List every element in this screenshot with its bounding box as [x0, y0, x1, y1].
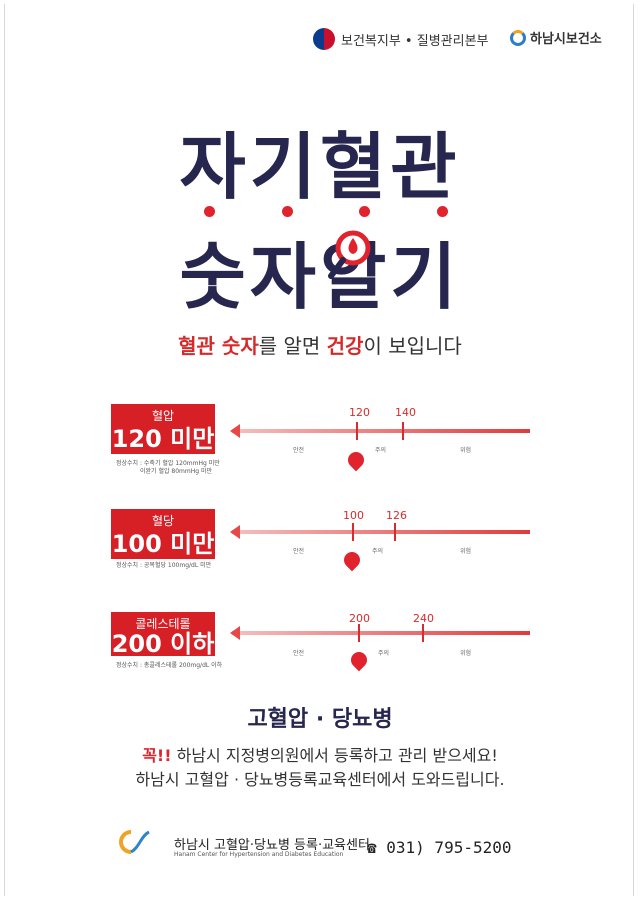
center-name-english: Hanam Center for Hypertension and Diabet…: [174, 851, 344, 858]
indicator-note-line: 정상수치 : 수축기 혈압 120mmHg 미만: [116, 460, 220, 467]
indicator-note: 정상수치 : 수축기 혈압 120mmHg 미만 이완기 혈압 80mmHg 미…: [116, 460, 236, 476]
range-tick: [394, 523, 396, 541]
blood-drop-icon: [340, 548, 364, 572]
indicator-row-cholesterol: 콜레스테롤 200 이하 정상수치 : 총콜레스테롤 200mg/dL 이하 2…: [0, 612, 640, 712]
indicator-label: 혈당: [151, 514, 175, 528]
subtitle-highlight: 건강: [326, 334, 364, 358]
zone-label: 주의: [375, 447, 387, 454]
hanam-emblem-icon: [510, 29, 526, 46]
zone-label: 안전: [293, 650, 305, 657]
zone-label: 주의: [378, 650, 390, 657]
indicator-note-line: 정상수치 : 공복혈당 100mg/dL 미만: [116, 562, 212, 569]
mohw-logo: 보건복지부 • 질병관리본부: [313, 28, 489, 50]
zone-label: 주의: [372, 548, 384, 555]
range-tick: [422, 624, 424, 642]
title-dot: [282, 206, 293, 217]
tick-label: 126: [386, 509, 407, 522]
indicator-badge: 혈압 120 미만: [111, 404, 215, 454]
taegeuk-icon: [313, 28, 335, 50]
indicator-label: 혈압: [151, 409, 175, 423]
arrow-left-icon: [230, 525, 240, 539]
subtitle-text: 이 보입니다: [363, 334, 462, 358]
tick-label: 140: [395, 406, 416, 419]
tick-label: 100: [343, 509, 364, 522]
indicator-label: 콜레스테롤: [135, 617, 191, 631]
tick-label: 120: [349, 406, 370, 419]
title-line1: 자기혈관: [179, 125, 461, 209]
zone-label: 안전: [293, 447, 305, 454]
subtitle: 혈관 숫자를 알면 건강이 보입니다: [0, 330, 640, 359]
hanam-label: 하남시보건소: [530, 32, 602, 47]
indicator-note-line: 정상수치 : 총콜레스테롤 200mg/dL 이하: [116, 662, 223, 669]
indicator-row-blood-sugar: 혈당 100 미만 정상수치 : 공복혈당 100mg/dL 미만 100 12…: [0, 509, 640, 609]
range-tick: [402, 422, 404, 440]
indicator-note-line: 이완기 혈압 80mmHg 미만: [140, 468, 213, 475]
range-tick: [356, 422, 358, 440]
blood-drop-icon: [344, 448, 368, 472]
range-bar: [230, 422, 530, 440]
message-line1: 꼭!! 하남시 지정병의원에서 등록하고 관리 받으세요!: [0, 742, 640, 766]
magnifier-icon: [328, 230, 371, 279]
blood-drop-icon: [347, 648, 371, 672]
center-name: 하남시 고혈압·당뇨병 등록·교육센터: [174, 838, 370, 853]
indicator-value: 100 미만: [111, 530, 215, 558]
phone-number: ☎ 031) 795-5200: [367, 838, 512, 857]
range-tick: [352, 523, 354, 541]
mohw-label: 보건복지부 • 질병관리본부: [341, 33, 489, 49]
arrow-left-icon: [230, 626, 240, 640]
indicator-value: 120 미만: [111, 425, 215, 453]
zone-label: 안전: [293, 548, 305, 555]
arrow-left-icon: [230, 424, 240, 438]
range-line: [232, 631, 530, 635]
title-dot: [359, 206, 370, 217]
subtitle-text: 를 알면: [258, 334, 327, 358]
center-logo-icon: [119, 830, 150, 854]
indicator-value: 200 이하: [111, 630, 215, 658]
title-line2: 숫자알기: [179, 235, 461, 319]
title-dot: [204, 206, 215, 217]
subtitle-highlight: 혈관 숫자: [178, 334, 259, 358]
zone-label: 위험: [460, 650, 472, 657]
zone-label: 위험: [460, 447, 472, 454]
range-bar: [230, 523, 530, 541]
zone-label: 위험: [460, 548, 472, 555]
range-line: [232, 530, 530, 534]
page-frame: [4, 4, 634, 896]
indicator-badge: 혈당 100 미만: [111, 509, 215, 559]
range-tick: [358, 624, 360, 642]
indicator-row-blood-pressure: 혈압 120 미만 정상수치 : 수축기 혈압 120mmHg 미만 이완기 혈…: [0, 404, 640, 504]
range-bar: [230, 624, 530, 642]
indicator-note: 정상수치 : 공복혈당 100mg/dL 미만: [116, 562, 236, 570]
title-dot: [437, 206, 448, 217]
indicator-badge: 콜레스테롤 200 이하: [111, 612, 215, 656]
message-line2: 하남시 고혈압 · 당뇨병등록교육센터에서 도와드립니다.: [135, 770, 505, 789]
range-line: [232, 429, 530, 433]
tick-label: 200: [349, 612, 370, 625]
hanam-logo: 하남시보건소: [510, 28, 602, 47]
message-emphasis: 꼭!!: [142, 746, 172, 765]
section-title: 고혈압 · 당뇨병: [247, 707, 393, 732]
message-text: 하남시 지정병의원에서 등록하고 관리 받으세요!: [171, 746, 498, 765]
indicator-note: 정상수치 : 총콜레스테롤 200mg/dL 이하: [116, 662, 236, 670]
tick-label: 240: [413, 612, 434, 625]
